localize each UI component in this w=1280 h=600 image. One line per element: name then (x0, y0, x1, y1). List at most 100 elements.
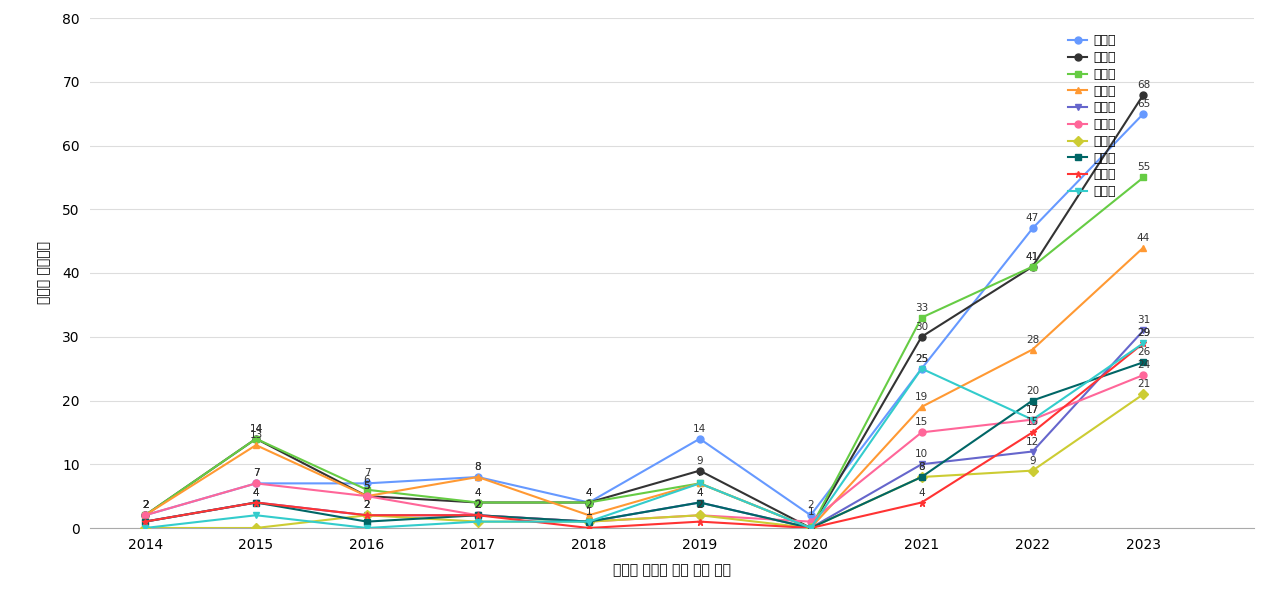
김원삼 (248, 480, 264, 487)
Text: 2: 2 (364, 500, 370, 511)
Text: 44: 44 (1137, 233, 1151, 242)
박정철 (1025, 429, 1041, 436)
Text: 1: 1 (585, 506, 593, 517)
박정환 (1025, 346, 1041, 353)
김대성 (470, 512, 485, 519)
박종광 (803, 524, 818, 532)
이선희 (581, 499, 596, 506)
이선희 (1135, 110, 1151, 117)
Text: 68: 68 (1137, 80, 1151, 89)
Text: 31: 31 (1137, 316, 1151, 325)
박종광 (470, 518, 485, 525)
문성윤 (1135, 91, 1151, 98)
Text: 2: 2 (475, 500, 481, 511)
Text: 2: 2 (475, 500, 481, 511)
Text: 25: 25 (915, 353, 928, 364)
김대성 (1135, 359, 1151, 366)
박종광 (360, 512, 375, 519)
이윤석 (360, 512, 375, 519)
문성윤 (137, 512, 152, 519)
김원삼 (1135, 371, 1151, 379)
이윤석 (914, 461, 929, 468)
Text: 4: 4 (918, 488, 925, 497)
김원삼 (1025, 416, 1041, 423)
Text: 2: 2 (585, 500, 593, 511)
이윤석 (248, 499, 264, 506)
Text: 7: 7 (696, 469, 703, 478)
Line: 이윤석: 이윤석 (142, 327, 1147, 532)
박정환 (470, 473, 485, 481)
이범성 (692, 480, 708, 487)
X-axis label: 심사관 피인용 특허 발행 연도: 심사관 피인용 특허 발행 연도 (613, 563, 731, 577)
Text: 1: 1 (585, 506, 593, 517)
Text: 2: 2 (142, 500, 148, 511)
김원삼 (137, 512, 152, 519)
Text: 30: 30 (915, 322, 928, 332)
Text: 4: 4 (252, 488, 260, 497)
Text: 8: 8 (918, 462, 925, 472)
최연희 (248, 512, 264, 519)
Text: 41: 41 (1025, 251, 1039, 262)
박정환 (360, 493, 375, 500)
최연희 (1135, 340, 1151, 347)
박종광 (581, 518, 596, 525)
이선희 (137, 512, 152, 519)
이범성 (803, 524, 818, 532)
이윤석 (581, 518, 596, 525)
Text: 4: 4 (252, 488, 260, 497)
Text: 15: 15 (1025, 418, 1039, 427)
최연희 (803, 524, 818, 532)
이선희 (470, 473, 485, 481)
박정환 (137, 512, 152, 519)
문성윤 (581, 499, 596, 506)
Text: 2: 2 (142, 500, 148, 511)
Text: 1: 1 (585, 506, 593, 517)
Text: 7: 7 (252, 469, 260, 478)
박종광 (248, 524, 264, 532)
박정환 (248, 442, 264, 449)
Text: 55: 55 (1137, 163, 1151, 172)
김대성 (1025, 397, 1041, 404)
Text: 8: 8 (475, 462, 481, 472)
Text: 2: 2 (364, 500, 370, 511)
김원삼 (581, 518, 596, 525)
Text: 29: 29 (1137, 328, 1151, 338)
Text: 4: 4 (585, 488, 593, 497)
Line: 이선희: 이선희 (142, 110, 1147, 519)
Line: 박정환: 박정환 (142, 244, 1147, 532)
박정철 (692, 518, 708, 525)
박정철 (360, 512, 375, 519)
이범성 (137, 512, 152, 519)
Text: 4: 4 (475, 488, 481, 497)
Text: 1: 1 (585, 506, 593, 517)
Line: 문성윤: 문성윤 (142, 91, 1147, 532)
Text: 4: 4 (696, 488, 703, 497)
박정철 (803, 524, 818, 532)
Text: 14: 14 (692, 424, 707, 434)
문성윤 (470, 499, 485, 506)
김대성 (137, 518, 152, 525)
Text: 33: 33 (915, 302, 928, 313)
Text: 25: 25 (915, 353, 928, 364)
Text: 17: 17 (1025, 404, 1039, 415)
Text: 4: 4 (252, 488, 260, 497)
Text: 4: 4 (475, 488, 481, 497)
이선희 (1025, 225, 1041, 232)
최연희 (1025, 416, 1041, 423)
박정환 (581, 512, 596, 519)
문성윤 (803, 524, 818, 532)
이선희 (248, 480, 264, 487)
최연희 (692, 480, 708, 487)
Text: 65: 65 (1137, 98, 1151, 109)
김대성 (248, 499, 264, 506)
박정환 (1135, 244, 1151, 251)
Text: 13: 13 (250, 430, 262, 440)
이범성 (581, 499, 596, 506)
박종광 (1025, 467, 1041, 474)
Text: 21: 21 (1137, 379, 1151, 389)
박정환 (803, 524, 818, 532)
Text: 24: 24 (1137, 360, 1151, 370)
Text: 26: 26 (1137, 347, 1151, 358)
김대성 (914, 473, 929, 481)
Text: 1: 1 (585, 506, 593, 517)
